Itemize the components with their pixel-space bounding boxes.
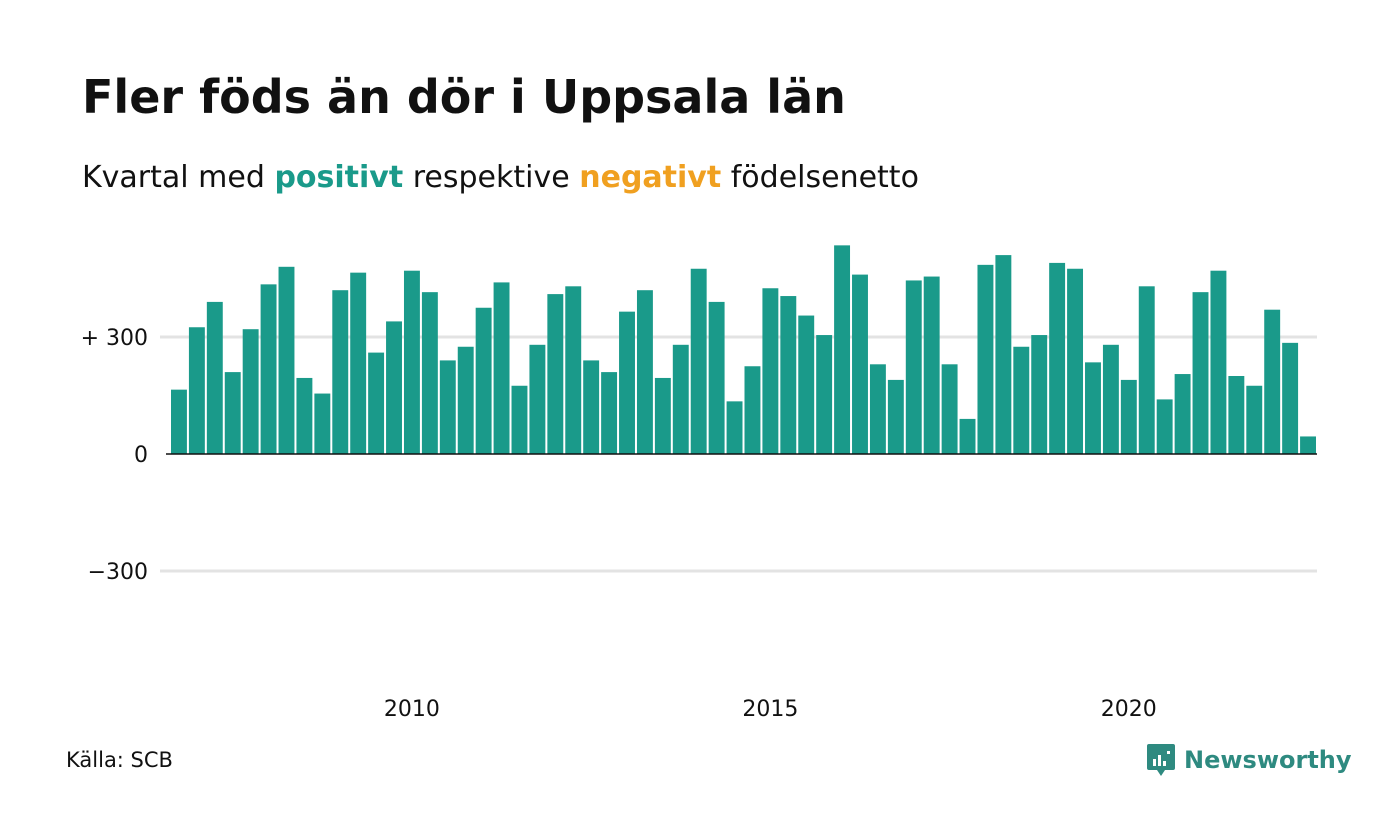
bar xyxy=(350,272,367,454)
y-tick-label: −300 xyxy=(88,560,148,585)
bar xyxy=(547,294,564,454)
source-label: Källa: SCB xyxy=(66,748,173,772)
bar xyxy=(242,329,259,454)
bar xyxy=(762,288,779,454)
bar xyxy=(403,270,420,454)
bar xyxy=(1264,309,1281,454)
subtitle-positive-label: positivt xyxy=(274,160,404,195)
bar xyxy=(1192,292,1209,454)
bar xyxy=(1120,379,1137,454)
bar xyxy=(1210,270,1227,454)
chart-title: Fler föds än dör i Uppsala län xyxy=(82,70,846,124)
bar xyxy=(1031,335,1048,454)
newsworthy-logo-icon xyxy=(1147,744,1175,776)
bar xyxy=(1246,385,1263,454)
bar xyxy=(296,377,313,454)
bar xyxy=(672,344,689,454)
bar xyxy=(744,366,761,454)
bar xyxy=(601,372,618,454)
bar xyxy=(314,393,331,454)
bar xyxy=(260,284,277,454)
bar xyxy=(869,364,886,454)
bar xyxy=(529,344,546,454)
bar xyxy=(726,401,743,454)
bar xyxy=(852,274,868,454)
bar xyxy=(332,290,349,454)
bar xyxy=(1138,286,1155,454)
bar xyxy=(224,372,241,454)
bar xyxy=(1049,262,1066,454)
bar xyxy=(1228,376,1245,454)
bar xyxy=(959,418,976,454)
subtitle-text-middle: respektive xyxy=(412,160,570,195)
subtitle-text-before: Kvartal med xyxy=(82,160,265,195)
bar xyxy=(439,360,456,454)
bar xyxy=(780,296,797,454)
bar xyxy=(690,268,707,454)
bar xyxy=(887,379,904,454)
bar xyxy=(1300,436,1316,454)
bar xyxy=(708,301,725,454)
bar xyxy=(583,360,600,454)
bar xyxy=(421,292,438,454)
bar xyxy=(905,280,922,454)
bar xyxy=(565,286,582,454)
bar xyxy=(995,255,1012,454)
brand-name: Newsworthy xyxy=(1184,746,1352,774)
bar xyxy=(619,311,635,454)
bar xyxy=(493,282,510,454)
bar xyxy=(171,389,187,454)
bar xyxy=(816,335,833,454)
bar xyxy=(1174,374,1191,454)
bar xyxy=(206,301,223,454)
bar xyxy=(923,276,940,454)
bar xyxy=(475,307,492,454)
x-tick-label: 2015 xyxy=(742,697,798,722)
newsworthy-brand: Newsworthy xyxy=(1146,742,1352,778)
bar xyxy=(941,364,958,454)
subtitle-text-after: födelsenetto xyxy=(730,160,919,195)
bar xyxy=(654,377,671,454)
bar xyxy=(834,245,851,454)
chart-subtitle: Kvartal med positivt respektive negativt… xyxy=(82,160,919,195)
bar xyxy=(368,352,385,454)
subtitle-negative-label: negativt xyxy=(579,160,722,195)
bar xyxy=(1013,346,1030,454)
x-tick-label: 2010 xyxy=(384,697,440,722)
bar xyxy=(636,290,653,454)
bar xyxy=(457,346,474,454)
bar xyxy=(386,321,402,454)
bar xyxy=(977,264,994,454)
bar xyxy=(278,266,295,454)
bar xyxy=(1067,268,1084,454)
x-tick-label: 2020 xyxy=(1101,697,1157,722)
bar xyxy=(798,315,815,454)
bar xyxy=(1282,342,1299,454)
bar xyxy=(1156,399,1173,454)
bar xyxy=(188,327,205,454)
y-tick-label: + 300 xyxy=(81,326,148,351)
bar xyxy=(511,385,528,454)
bar xyxy=(1102,344,1119,454)
y-tick-label: 0 xyxy=(134,443,148,468)
bar xyxy=(1085,362,1101,454)
